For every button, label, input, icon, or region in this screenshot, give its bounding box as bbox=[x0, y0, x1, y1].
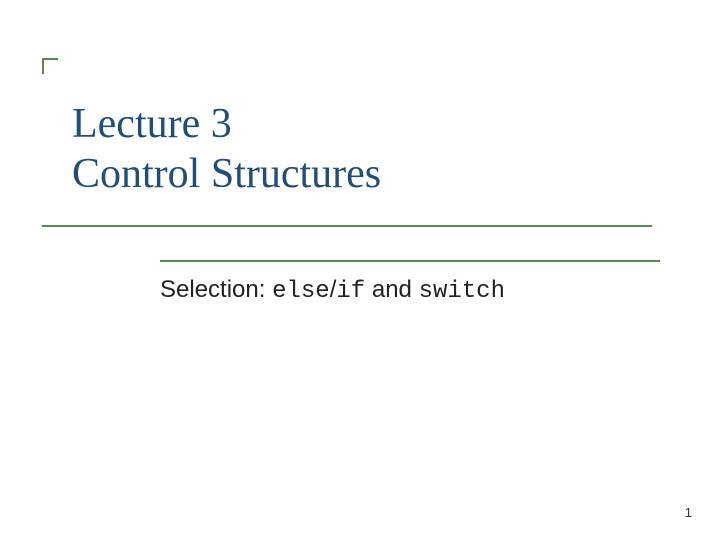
subtitle-mid: and bbox=[365, 276, 418, 303]
corner-accent bbox=[42, 58, 58, 74]
subtitle-code-switch: switch bbox=[419, 278, 505, 305]
title-line-1: Lecture 3 bbox=[72, 100, 632, 148]
subtitle-code-if: if bbox=[336, 278, 365, 305]
page-number: 1 bbox=[685, 505, 692, 520]
title-block: Lecture 3 Control Structures bbox=[72, 100, 632, 199]
subtitle-text: Selection: else/if and switch bbox=[160, 276, 680, 305]
subtitle-prefix: Selection: bbox=[160, 276, 272, 303]
subtitle-code-else: else bbox=[272, 278, 330, 305]
title-underline bbox=[42, 225, 652, 227]
subtitle-block: Selection: else/if and switch bbox=[160, 260, 680, 305]
title-line-2: Control Structures bbox=[72, 150, 632, 198]
subtitle-underline bbox=[160, 260, 660, 262]
